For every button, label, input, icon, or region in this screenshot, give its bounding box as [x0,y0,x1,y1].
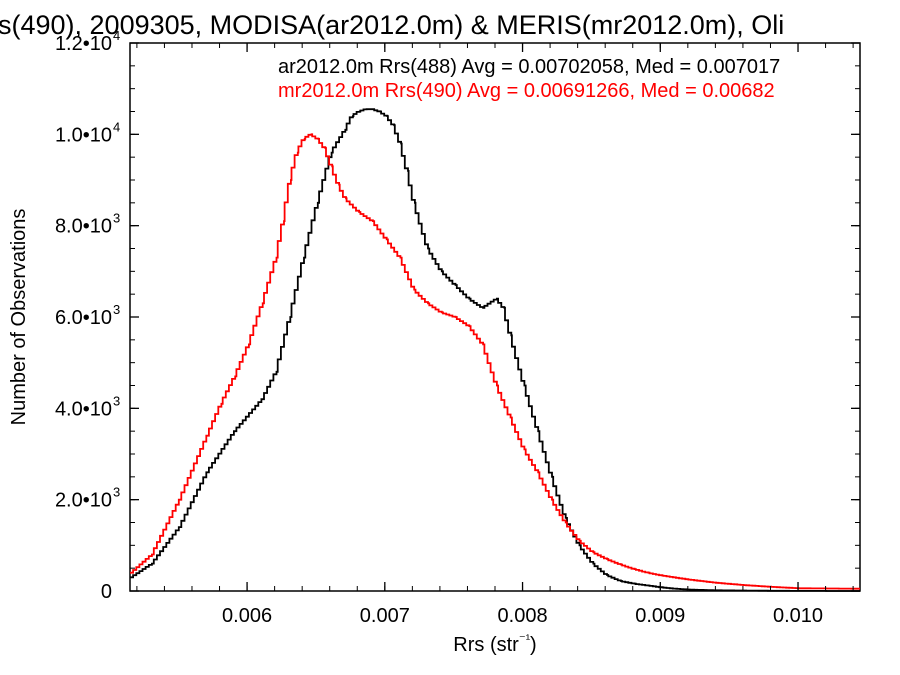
legend-entry-meris: mr2012.0m Rrs(490) Avg = 0.00691266, Med… [278,80,775,102]
x-tick-label: 0.008 [498,605,548,627]
y-axis-label: Number of Observations [8,209,30,426]
series-line-1 [130,133,860,590]
y-tick-label: 2.0•10 [55,490,112,512]
y-tick-exponent: 3 [113,485,120,500]
series-layer [130,108,860,592]
y-tick-label: 1.0•10 [55,124,112,146]
y-tick-exponent: 3 [113,302,120,317]
chart-title: s(490), 2009305, MODISA(ar2012.0m) & MER… [0,10,784,40]
x-axis-label: Rrs (str⁻¹) [453,631,536,656]
y-tick-label: 4.0•10 [55,398,112,420]
y-tick-label: 8.0•10 [55,216,112,238]
x-tick-label: 0.010 [773,605,823,627]
y-tick-label: 0 [101,581,112,603]
y-tick-exponent: 4 [113,28,120,43]
x-tick-label: 0.006 [222,605,272,627]
x-tick-label: 0.009 [635,605,685,627]
y-tick-label: 6.0•10 [55,307,112,329]
y-tick-exponent: 4 [113,119,120,134]
x-tick-label: 0.007 [360,605,410,627]
series-line-0 [130,108,860,592]
plot-area-frame [129,42,861,592]
legend-entry-modisa: ar2012.0m Rrs(488) Avg = 0.00702058, Med… [278,56,780,78]
legend: ar2012.0m Rrs(488) Avg = 0.00702058, Med… [278,56,780,102]
y-tick-exponent: 3 [113,211,120,226]
y-tick-exponent: 3 [113,393,120,408]
y-tick-label: 1.2•10 [55,33,112,55]
